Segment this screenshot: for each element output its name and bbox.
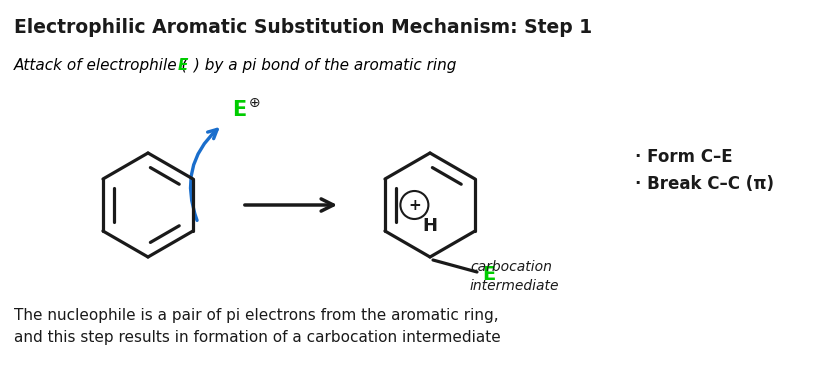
Text: · Form C–E: · Form C–E — [634, 148, 732, 166]
Text: The nucleophile is a pair of pi electrons from the aromatic ring,: The nucleophile is a pair of pi electron… — [14, 308, 498, 323]
Text: · Break C–C (π): · Break C–C (π) — [634, 175, 773, 193]
Text: E: E — [481, 266, 495, 285]
Text: Electrophilic Aromatic Substitution Mechanism: Step 1: Electrophilic Aromatic Substitution Mech… — [14, 18, 591, 37]
Text: E: E — [232, 100, 246, 120]
Text: +: + — [408, 198, 420, 212]
Text: carbocation
intermediate: carbocation intermediate — [470, 260, 559, 293]
Text: and this step results in formation of a carbocation intermediate: and this step results in formation of a … — [14, 330, 500, 345]
Text: Attack of electrophile (: Attack of electrophile ( — [14, 58, 194, 73]
Text: ) by a pi bond of the aromatic ring: ) by a pi bond of the aromatic ring — [189, 58, 456, 73]
Circle shape — [400, 191, 428, 219]
FancyArrowPatch shape — [190, 129, 217, 220]
Text: E: E — [178, 58, 189, 73]
Text: ⊕: ⊕ — [249, 96, 261, 110]
Text: H: H — [422, 217, 437, 235]
